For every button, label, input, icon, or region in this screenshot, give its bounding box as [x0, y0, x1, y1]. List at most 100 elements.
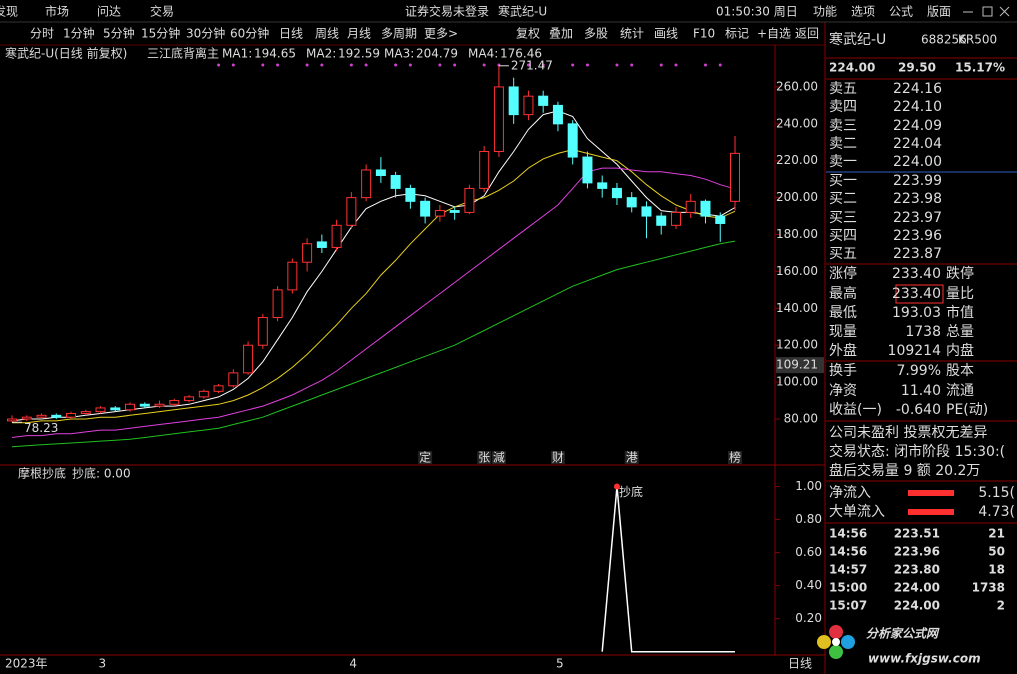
menu-item[interactable]: 选项 [851, 5, 875, 19]
candle-body [715, 215, 726, 224]
info-line: 交易状态: 闭市阶段 15:30:( [829, 443, 1005, 460]
tool-button[interactable]: 复权 [516, 27, 540, 41]
trade-time: 15:00 [829, 581, 867, 595]
candle-body [730, 152, 740, 202]
candle-body [700, 200, 711, 217]
candle-body [7, 418, 17, 422]
maximize[interactable] [982, 6, 993, 17]
stat-value: 233.40 [892, 286, 941, 302]
book-label: 卖三 [829, 118, 857, 134]
candle-body [479, 151, 490, 189]
menu-item[interactable]: 问达 [97, 5, 121, 19]
window-controls [963, 6, 1010, 17]
candle-body [390, 175, 401, 189]
period-button[interactable]: 60分钟 [230, 26, 269, 41]
event-badge [550, 451, 565, 464]
candle-body [405, 187, 416, 202]
annotation-label: 271.47 [511, 58, 553, 72]
ma-line [11, 240, 736, 448]
candle-body [449, 210, 460, 213]
stat-label: 总量 [946, 324, 974, 340]
signal-dot [630, 63, 634, 67]
signal-dot [703, 63, 707, 67]
tool-button[interactable]: 画线 [654, 27, 678, 41]
period-button[interactable]: 多周期 [381, 27, 417, 41]
period-button[interactable]: 30分钟 [186, 26, 225, 41]
candle-body [567, 123, 578, 158]
candle-body [331, 224, 342, 248]
signal-dot [349, 63, 353, 67]
candle-body [154, 403, 165, 407]
signal-dot [541, 63, 545, 67]
tool-button[interactable]: F10 [693, 27, 715, 41]
candle-body [685, 200, 696, 213]
ma-value: 192.59 [338, 47, 380, 61]
trade-volume: 21 [988, 527, 1005, 541]
book-price: 223.99 [893, 173, 942, 189]
candle-body [656, 215, 667, 226]
candle-body [316, 241, 327, 248]
trade-time: 15:07 [829, 599, 867, 613]
petal [817, 635, 831, 649]
signal-dot [585, 63, 589, 67]
trade-volume: 50 [988, 545, 1005, 559]
y-tick-label: 0.80 [795, 512, 822, 526]
stat-label: 现量 [829, 324, 857, 340]
chart-title: 寒武纪-U(日线 前复权) [5, 46, 127, 61]
stock-code: 688256 [921, 33, 967, 47]
y-tick-label: 180.00 [776, 227, 818, 241]
flow-value: 4.73( [978, 504, 1015, 520]
candle-body [139, 403, 150, 407]
signal-marker [613, 483, 620, 490]
book-label: 买四 [829, 228, 857, 244]
book-price: 224.16 [893, 81, 942, 97]
period-button[interactable]: 更多> [424, 27, 458, 41]
book-price: 223.97 [893, 210, 942, 226]
close[interactable] [999, 6, 1010, 17]
y-tick-label: 0.60 [795, 545, 822, 559]
ma-label: MA3: [384, 47, 414, 61]
highlight-box [895, 284, 944, 304]
candle-body [66, 412, 77, 418]
signal-dot [261, 63, 265, 67]
tool-button[interactable]: 多股 [584, 27, 608, 41]
menu-item[interactable]: 公式 [889, 5, 913, 19]
period-button[interactable]: 15分钟 [141, 26, 180, 41]
period-button[interactable]: 周线 [315, 27, 339, 41]
candle-body [80, 411, 91, 414]
period-button[interactable]: 分时 [30, 27, 54, 41]
stat-label: 最高 [829, 285, 857, 302]
candle-body [434, 210, 445, 217]
period-button[interactable]: 月线 [347, 27, 371, 41]
menu-item[interactable]: 市场 [45, 4, 69, 19]
menu-item[interactable]: 功能 [813, 5, 837, 19]
menu-item[interactable]: 交易 [150, 4, 174, 19]
flow-label: 净流入 [829, 485, 871, 501]
flow-bar [908, 490, 954, 496]
tool-button[interactable]: +自选 [757, 27, 791, 41]
period-button[interactable]: 日线 [279, 27, 303, 41]
candle-body [95, 407, 106, 413]
watermark-name: 分析家公式网 [866, 627, 940, 641]
indicator-readout: 抄底: 0.00 [72, 466, 131, 481]
candle-body [552, 104, 563, 125]
period-button[interactable]: 5分钟 [103, 26, 135, 41]
tool-button[interactable]: 标记 [725, 27, 749, 41]
tool-button[interactable]: 叠加 [549, 27, 573, 41]
signal-dot [718, 63, 722, 67]
candle-body [21, 416, 32, 420]
tool-button[interactable]: 统计 [620, 27, 644, 41]
menu-item[interactable]: 版面 [927, 5, 951, 19]
menu-item[interactable]: 发现 [0, 4, 18, 19]
period-button[interactable]: 1分钟 [63, 26, 95, 41]
y-tick-label: 160.00 [776, 264, 818, 278]
book-price: 224.04 [893, 136, 942, 152]
candle-body [538, 95, 549, 106]
tool-button[interactable]: 返回 [795, 27, 819, 41]
event-badge [418, 451, 433, 464]
event-badge [728, 451, 742, 464]
candle-body [523, 95, 534, 116]
login-notice: 证券交易未登录 [405, 4, 489, 19]
